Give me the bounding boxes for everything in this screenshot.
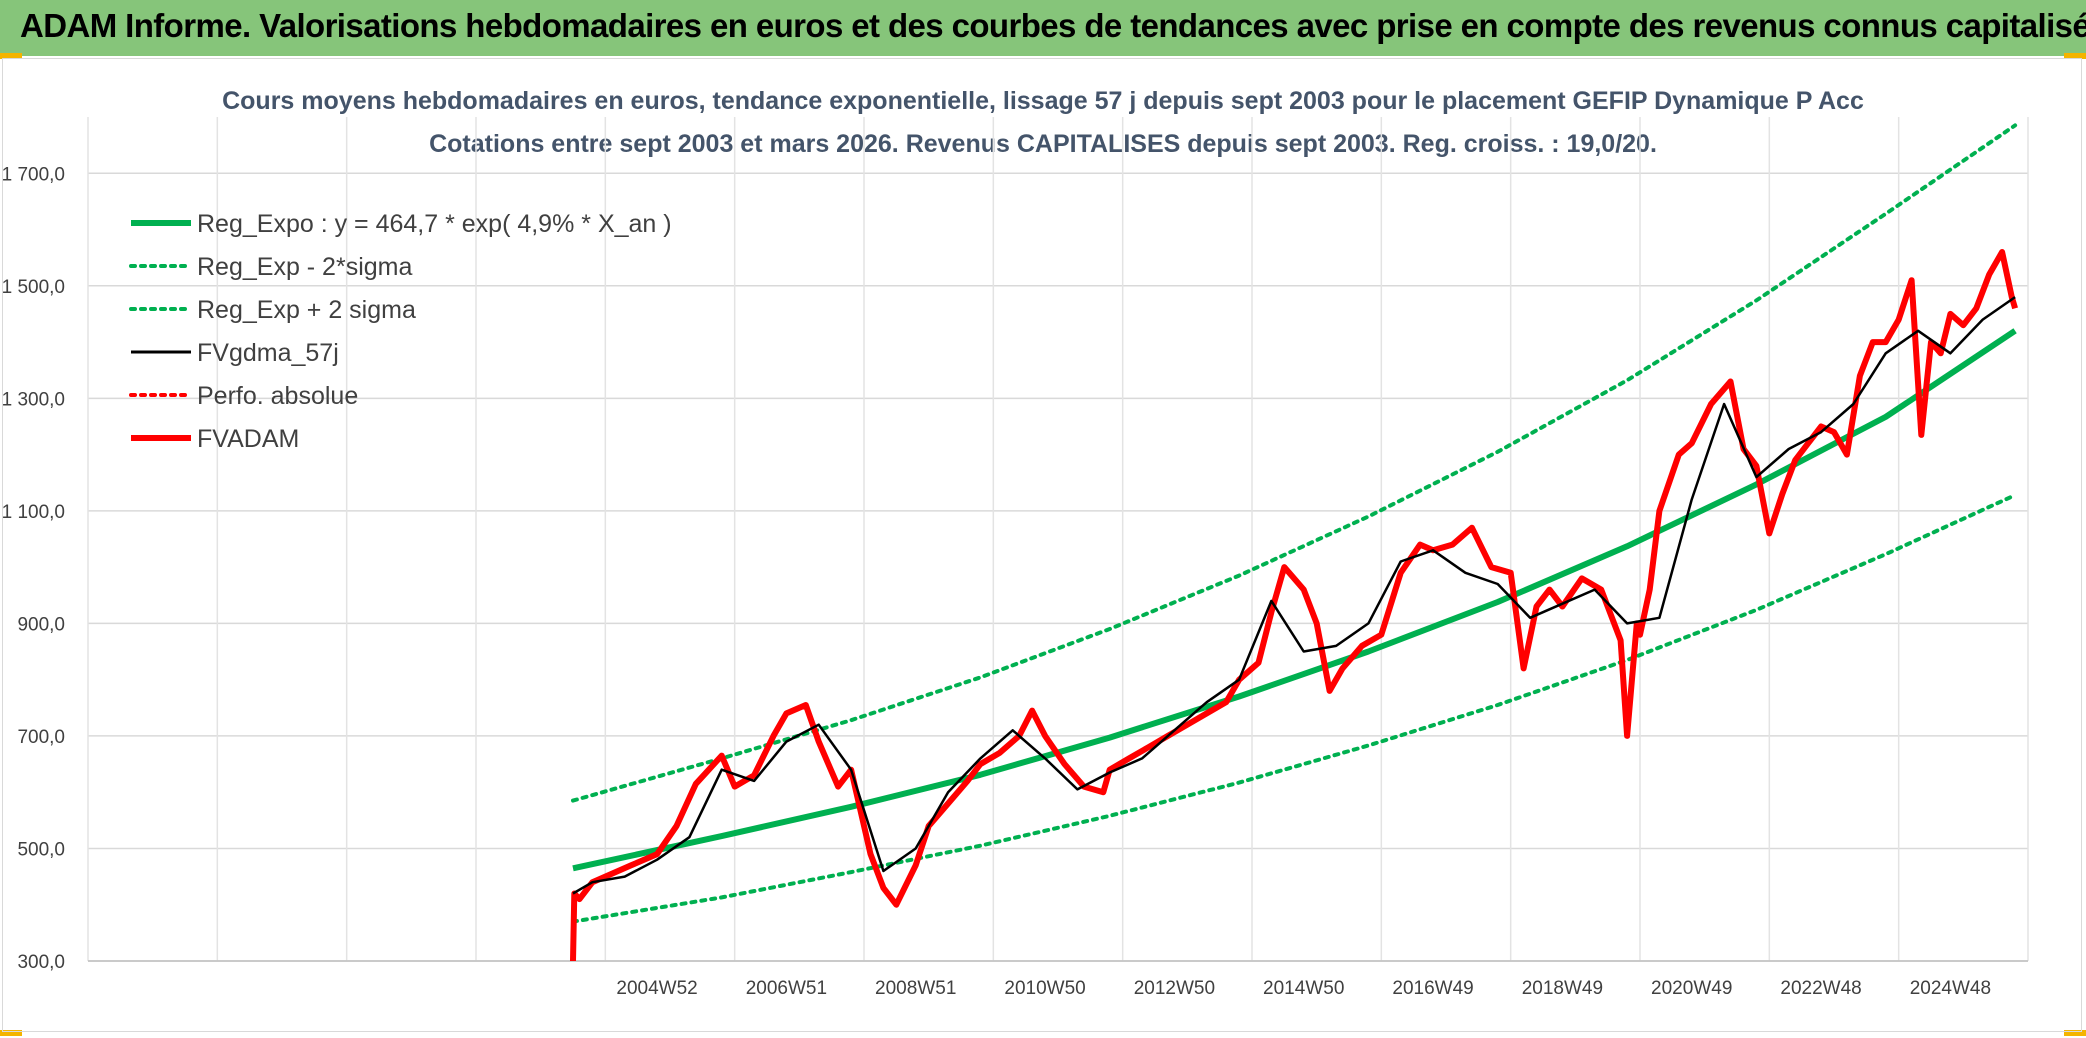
chart-frame: Cours moyens hebdomadaires en euros, ten… bbox=[2, 58, 2082, 1032]
x-tick-label: 2020W49 bbox=[1651, 978, 1732, 999]
report-title: ADAM Informe. Valorisations hebdomadaire… bbox=[20, 7, 2086, 44]
legend-label: Reg_Exp - 2*sigma bbox=[197, 253, 412, 281]
legend-label: FVADAM bbox=[197, 425, 299, 453]
x-tick-label: 2022W48 bbox=[1780, 978, 1861, 999]
x-tick-label: 2018W49 bbox=[1522, 978, 1603, 999]
series-reg_exp bbox=[571, 493, 2018, 924]
corner-accent-right bbox=[2064, 53, 2086, 59]
series-reg_exp bbox=[571, 123, 2018, 803]
x-tick-label: 2024W48 bbox=[1910, 978, 1991, 999]
legend-label: Reg_Exp + 2 sigma bbox=[197, 296, 416, 324]
y-tick-label: 300,0 bbox=[17, 952, 65, 973]
y-tick-label: 1 500,0 bbox=[3, 277, 65, 298]
x-tick-label: 2010W50 bbox=[1004, 978, 1085, 999]
corner-accent-left bbox=[0, 53, 22, 59]
y-tick-label: 1 100,0 bbox=[3, 502, 65, 523]
header-banner: ADAM Informe. Valorisations hebdomadaire… bbox=[0, 0, 2086, 56]
legend: Reg_Expo : y = 464,7 * exp( 4,9% * X_an … bbox=[129, 210, 672, 453]
y-tick-label: 500,0 bbox=[17, 839, 65, 860]
x-tick-label: 2004W52 bbox=[616, 978, 697, 999]
series-fvadam bbox=[570, 249, 2018, 962]
corner-accent-bottom-left bbox=[0, 1030, 22, 1036]
chart-title: Cours moyens hebdomadaires en euros, ten… bbox=[222, 87, 1864, 115]
x-tick-label: 2016W49 bbox=[1392, 978, 1473, 999]
corner-accent-bottom-right bbox=[2064, 1030, 2086, 1036]
legend-label: Perfo. absolue bbox=[197, 382, 358, 410]
legend-label: FVgdma_57j bbox=[197, 339, 339, 367]
y-tick-label: 700,0 bbox=[17, 727, 65, 748]
axes: 300,0 500,0 700,0 900,0 1 100,0 1 300,0 1 500,… bbox=[3, 164, 2028, 999]
series-reg_expo bbox=[572, 328, 2017, 872]
y-tick-label: 1 300,0 bbox=[3, 389, 65, 410]
chart: Cours moyens hebdomadaires en euros, ten… bbox=[3, 87, 2029, 999]
plot-series bbox=[570, 123, 2018, 962]
chart-subtitle: Cotations entre sept 2003 et mars 2026. … bbox=[429, 130, 1657, 158]
series-fvgdma_57j bbox=[572, 296, 2016, 895]
y-tick-label: 1 700,0 bbox=[3, 164, 65, 185]
x-tick-label: 2008W51 bbox=[875, 978, 956, 999]
legend-label: Reg_Expo : y = 464,7 * exp( 4,9% * X_an … bbox=[197, 210, 672, 238]
y-tick-label: 900,0 bbox=[17, 614, 65, 635]
x-tick-label: 2014W50 bbox=[1263, 978, 1344, 999]
x-tick-label: 2012W50 bbox=[1134, 978, 1215, 999]
grid bbox=[87, 117, 2029, 962]
x-tick-label: 2006W51 bbox=[746, 978, 827, 999]
